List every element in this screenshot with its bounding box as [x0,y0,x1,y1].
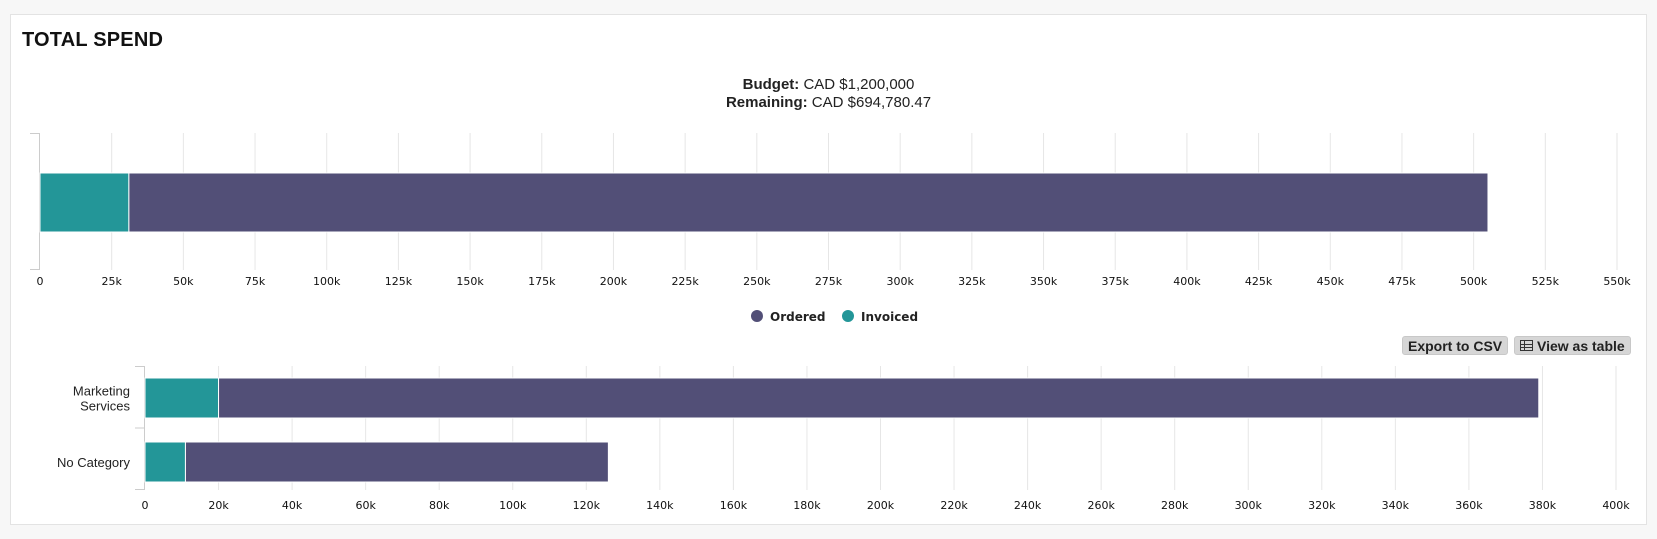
x-tick-label: 60k [355,499,376,512]
x-tick-label: 240k [1014,499,1042,512]
x-tick-label: 150k [456,275,484,288]
category-label: No Category [57,455,130,470]
x-tick-label: 140k [646,499,674,512]
x-tick-label: 25k [101,275,122,288]
budget-label: Budget: [742,76,800,93]
x-tick-label: 275k [815,275,843,288]
bar-invoiced [39,172,130,233]
x-tick-label: 475k [1388,275,1416,288]
x-tick-label: 360k [1455,499,1483,512]
remaining-value: CAD $694,780.47 [811,94,932,111]
x-tick-label: 325k [958,275,986,288]
bar-ordered [218,377,1540,419]
x-tick-label: 525k [1532,275,1560,288]
x-tick-label: 120k [573,499,601,512]
bar-invoiced [144,441,186,483]
x-tick-label: 160k [720,499,748,512]
x-tick-label: 100k [313,275,341,288]
x-tick-label: 20k [208,499,229,512]
budget-value: CAD $1,200,000 [803,76,915,93]
x-tick-label: 400k [1173,275,1201,288]
remaining-label: Remaining: [725,94,808,111]
x-tick-label: 375k [1102,275,1130,288]
bar-ordered [128,172,1489,233]
legend-marker-ordered [751,310,763,322]
x-tick-label: 400k [1602,499,1630,512]
x-tick-label: 550k [1603,275,1631,288]
legend-marker-invoiced [842,310,854,322]
export-csv-button[interactable]: Export to CSV [1402,336,1509,355]
x-tick-label: 80k [429,499,450,512]
export-csv-label: Export to CSV [1408,338,1503,354]
x-tick-label: 50k [173,275,194,288]
x-tick-label: 250k [743,275,771,288]
x-tick-label: 280k [1161,499,1189,512]
legend-label-ordered: Ordered [770,310,826,324]
remaining-line: Remaining: CAD $694,780.47 [11,94,1646,111]
panel-title: TOTAL SPEND [22,29,164,51]
x-tick-label: 380k [1529,499,1557,512]
x-tick-label: 450k [1317,275,1345,288]
x-tick-label: 500k [1460,275,1488,288]
bar-ordered [184,441,609,483]
total-spend-panel: TOTAL SPEND Budget: CAD $1,200,000 Remai… [10,14,1647,525]
x-tick-label: 180k [793,499,821,512]
bar-invoiced [144,377,220,419]
x-tick-label: 425k [1245,275,1273,288]
view-as-table-button[interactable]: View as table [1514,336,1631,355]
x-tick-label: 300k [1235,499,1263,512]
x-tick-label: 300k [886,275,914,288]
x-tick-label: 0 [142,499,149,512]
budget-line: Budget: CAD $1,200,000 [11,76,1646,93]
category-label: Services [80,399,130,414]
x-tick-label: 200k [600,275,628,288]
x-tick-label: 0 [37,275,44,288]
x-tick-label: 340k [1382,499,1410,512]
x-tick-label: 350k [1030,275,1058,288]
x-tick-label: 260k [1087,499,1115,512]
x-tick-label: 75k [245,275,266,288]
x-tick-label: 220k [940,499,968,512]
x-tick-label: 320k [1308,499,1336,512]
x-tick-label: 175k [528,275,556,288]
legend-label-invoiced: Invoiced [861,310,918,324]
table-icon [1520,340,1533,351]
category-label: Marketing [73,384,130,399]
x-tick-label: 40k [282,499,303,512]
x-tick-label: 125k [385,275,413,288]
x-tick-label: 225k [671,275,699,288]
x-tick-label: 100k [499,499,527,512]
view-as-table-label: View as table [1537,338,1625,354]
x-tick-label: 200k [867,499,895,512]
